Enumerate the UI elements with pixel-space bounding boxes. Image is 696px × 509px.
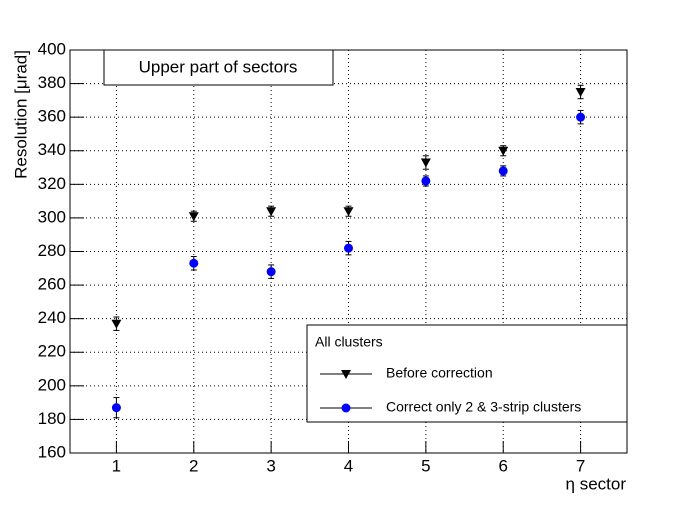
y-tick-label: 260 <box>38 275 66 294</box>
point <box>344 243 353 253</box>
point <box>498 146 509 156</box>
point <box>266 207 277 217</box>
point <box>421 176 431 186</box>
title-box <box>103 49 334 86</box>
point <box>189 258 199 268</box>
point <box>576 112 586 122</box>
x-tick-label: 2 <box>189 456 198 475</box>
point <box>111 403 121 413</box>
x-tick-label: 7 <box>576 456 585 475</box>
x-tick-label: 6 <box>498 456 507 475</box>
y-axis-label: Resolution [μrad] <box>11 50 30 179</box>
x-tick-label: 5 <box>421 456 430 475</box>
y-tick-label: 360 <box>38 107 66 126</box>
y-tick-label: 300 <box>38 207 66 226</box>
y-tick-label: 180 <box>38 409 66 428</box>
y-tick-label: 280 <box>38 241 66 260</box>
point <box>266 267 276 277</box>
legend-marker <box>341 403 351 413</box>
legend-label: Before correction <box>386 365 493 381</box>
x-axis-label: η sector <box>566 474 627 493</box>
x-tick-label: 1 <box>112 456 121 475</box>
point <box>188 212 199 222</box>
point <box>575 87 586 97</box>
legend-marker <box>341 370 351 379</box>
y-tick-label: 220 <box>38 342 66 361</box>
y-tick-label: 400 <box>38 39 66 58</box>
y-tick-label: 340 <box>38 140 66 159</box>
point <box>111 319 122 329</box>
y-tick-label: 320 <box>38 174 66 193</box>
point <box>420 158 431 168</box>
point <box>498 166 508 176</box>
y-tick-label: 160 <box>38 442 66 461</box>
legend-label: Correct only 2 & 3-strip clusters <box>386 399 581 415</box>
legend-title: All clusters <box>315 334 383 350</box>
point <box>343 207 354 217</box>
y-tick-label: 200 <box>38 375 66 394</box>
x-tick-label: 3 <box>266 456 275 475</box>
chart-title: Upper part of sectors <box>139 57 298 76</box>
x-tick-label: 4 <box>344 456 353 475</box>
y-tick-label: 240 <box>38 308 66 327</box>
y-tick-label: 380 <box>38 73 66 92</box>
